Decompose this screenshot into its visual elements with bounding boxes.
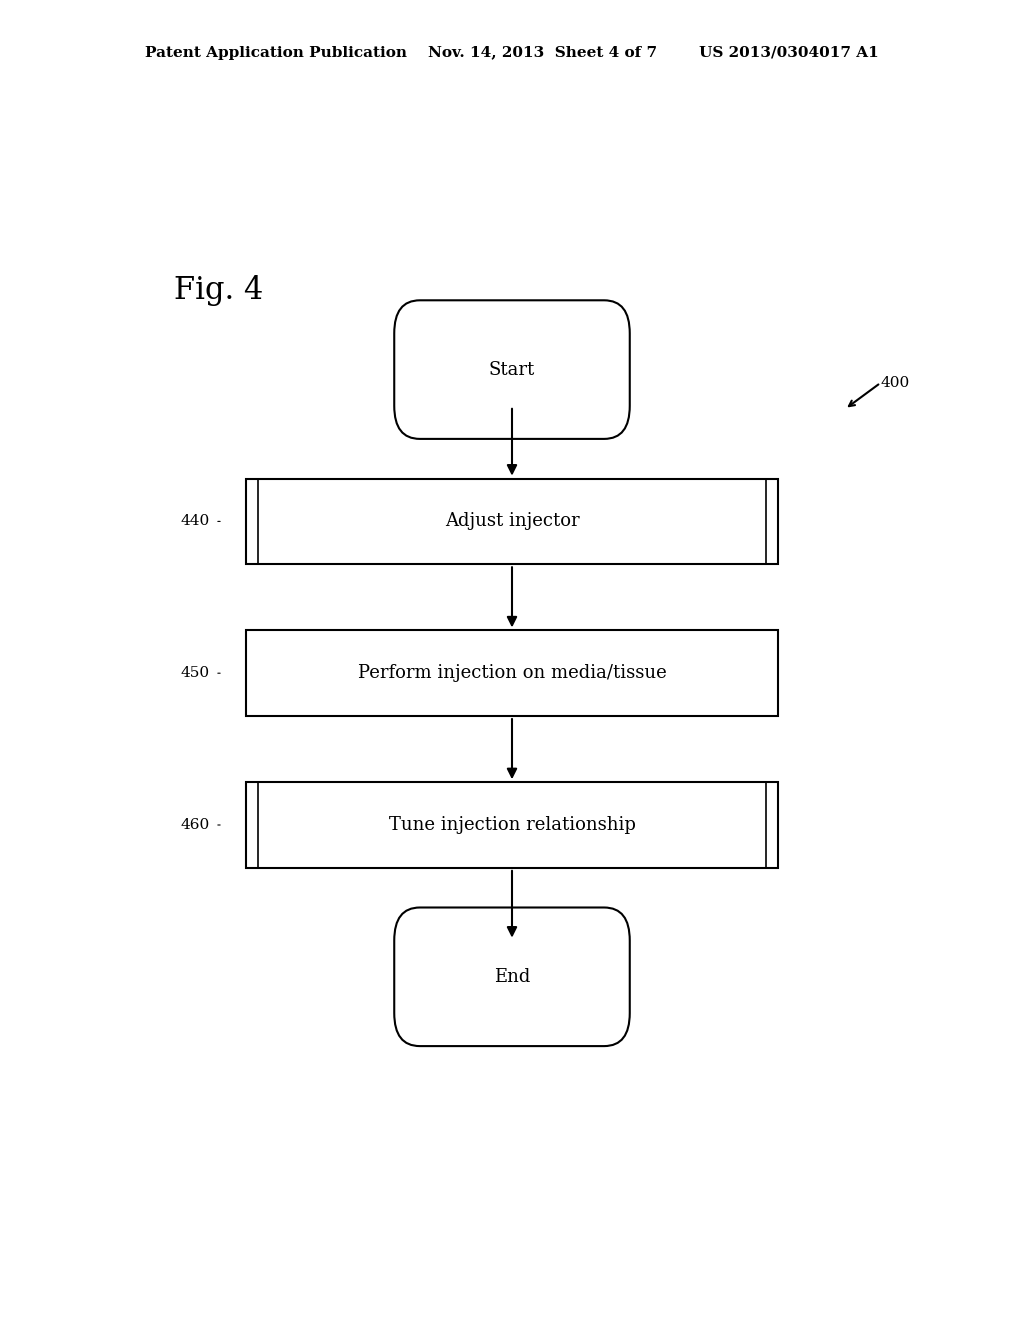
Text: Adjust injector: Adjust injector bbox=[444, 512, 580, 531]
Text: End: End bbox=[494, 968, 530, 986]
Text: 460: 460 bbox=[180, 818, 210, 832]
Text: Tune injection relationship: Tune injection relationship bbox=[388, 816, 636, 834]
Text: 450: 450 bbox=[181, 667, 210, 680]
Text: Fig. 4: Fig. 4 bbox=[174, 275, 263, 306]
Text: Patent Application Publication    Nov. 14, 2013  Sheet 4 of 7        US 2013/030: Patent Application Publication Nov. 14, … bbox=[145, 46, 879, 61]
FancyBboxPatch shape bbox=[394, 908, 630, 1045]
Text: Perform injection on media/tissue: Perform injection on media/tissue bbox=[357, 664, 667, 682]
Bar bbox=[246, 631, 778, 715]
Bar bbox=[246, 479, 778, 565]
Bar bbox=[246, 781, 778, 869]
Text: 440: 440 bbox=[180, 515, 210, 528]
Text: Start: Start bbox=[488, 360, 536, 379]
FancyBboxPatch shape bbox=[394, 301, 630, 438]
Text: 400: 400 bbox=[881, 376, 910, 389]
